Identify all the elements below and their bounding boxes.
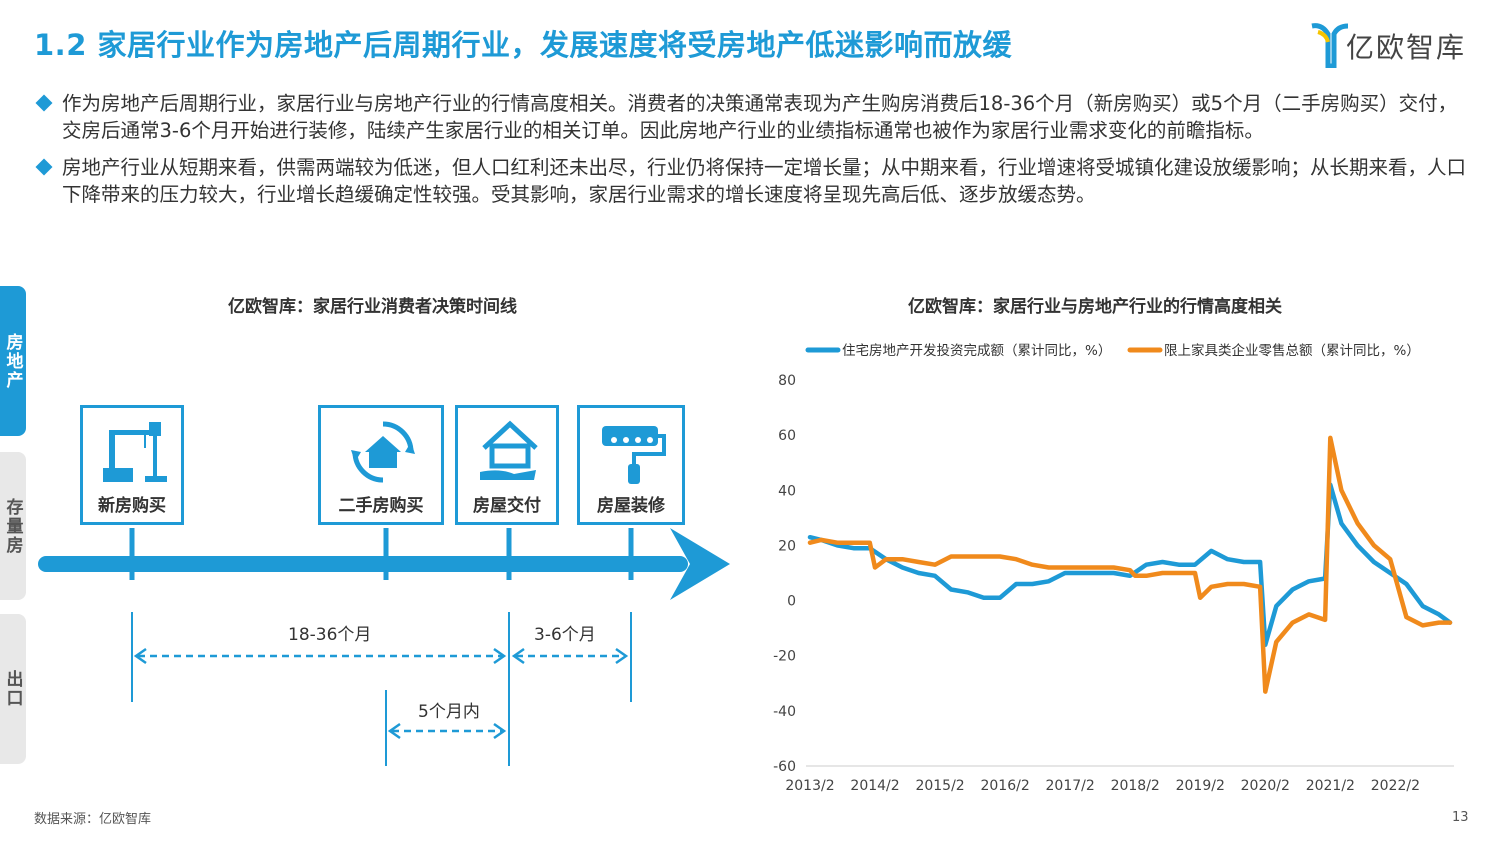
y-tick-label: 40: [778, 483, 796, 499]
logo-text: 亿欧智库: [1346, 31, 1467, 64]
y-tick-label: 60: [778, 428, 796, 444]
paint-roller-icon: [602, 426, 666, 484]
construction-crane-icon: [103, 422, 167, 482]
timeline-diagram: [38, 528, 730, 766]
x-tick-label: 2018/2: [1111, 778, 1160, 794]
stage-label: 新房购买: [98, 496, 166, 516]
y-tick-label: -20: [773, 649, 796, 665]
logo-icon: [1311, 23, 1349, 68]
side-tab-real-estate[interactable]: 房地产: [0, 286, 26, 436]
legend-label: 住宅房地产开发投资完成额（累计同比，%）: [842, 343, 1111, 359]
x-tick-label: 2017/2: [1046, 778, 1095, 794]
stage-new-house: 新房购买: [80, 405, 184, 525]
legend-label: 限上家具类企业零售总额（累计同比，%）: [1164, 342, 1420, 359]
bullet-text: 作为房地产后周期行业，家居行业与房地产行业的行情高度相关。消费者的决策通常表现为…: [62, 92, 1458, 142]
line-chart-title: 亿欧智库：家居行业与房地产行业的行情高度相关: [908, 297, 1282, 317]
bullet-item: 作为房地产后周期行业，家居行业与房地产行业的行情高度相关。消费者的决策通常表现为…: [35, 90, 1466, 144]
duration-new-house: 18-36个月: [288, 625, 372, 645]
stage-label: 房屋装修: [597, 496, 665, 516]
duration-decoration: 3-6个月: [534, 625, 596, 645]
stage-delivery: 房屋交付: [455, 405, 559, 525]
y-tick-label: 20: [778, 538, 796, 554]
x-tick-label: 2020/2: [1241, 778, 1290, 794]
x-tick-label: 2021/2: [1306, 778, 1355, 794]
y-tick-label: 0: [787, 594, 796, 610]
x-tick-label: 2022/2: [1371, 778, 1420, 794]
line-chart: 80 60 40 20 0 -20 -40 -60 2013/2 2014/2 2015/2 2016…: [773, 342, 1454, 794]
timeline-arrow-head: [670, 528, 730, 600]
stage-decoration: 房屋装修: [577, 405, 685, 525]
house-in-hand-icon: [480, 420, 538, 480]
diamond-bullet-icon: [35, 94, 53, 112]
bullet-text: 房地产行业从短期来看，供需两端较为低迷，但人口红利还未出尽，行业仍将保持一定增长…: [62, 156, 1467, 206]
page-number: 13: [1452, 810, 1469, 825]
page-title: 1.2 家居行业作为房地产后周期行业，发展速度将受房地产低迷影响而放缓: [34, 28, 1012, 62]
x-tick-label: 2019/2: [1176, 778, 1225, 794]
stage-label: 房屋交付: [473, 496, 541, 516]
stage-label: 二手房购买: [338, 496, 424, 516]
x-tick-label: 2016/2: [980, 778, 1029, 794]
bullet-item: 房地产行业从短期来看，供需两端较为低迷，但人口红利还未出尽，行业仍将保持一定增长…: [35, 154, 1467, 208]
timeline-arrow-shaft: [38, 556, 688, 572]
y-tick-label: -40: [773, 704, 796, 720]
timeline-title: 亿欧智库：家居行业消费者决策时间线: [228, 297, 517, 317]
x-tick-label: 2013/2: [785, 778, 834, 794]
x-tick-label: 2015/2: [915, 778, 964, 794]
y-tick-label: 80: [778, 373, 796, 389]
series-line: [807, 482, 1453, 647]
stage-second-hand: 二手房购买: [318, 405, 444, 525]
y-tick-label: -60: [773, 759, 796, 775]
x-tick-label: 2014/2: [850, 778, 899, 794]
duration-second-hand: 5个月内: [418, 702, 480, 722]
side-tab-export[interactable]: 出口: [0, 614, 26, 764]
series-line: [807, 435, 1453, 694]
side-tab-existing-housing[interactable]: 存量房: [0, 452, 26, 600]
house-cycle-icon: [351, 421, 415, 483]
diamond-bullet-icon: [35, 158, 53, 176]
bullet-list: 作为房地产后周期行业，家居行业与房地产行业的行情高度相关。消费者的决策通常表现为…: [35, 90, 1467, 218]
data-source: 数据来源：亿欧智库: [34, 812, 152, 827]
